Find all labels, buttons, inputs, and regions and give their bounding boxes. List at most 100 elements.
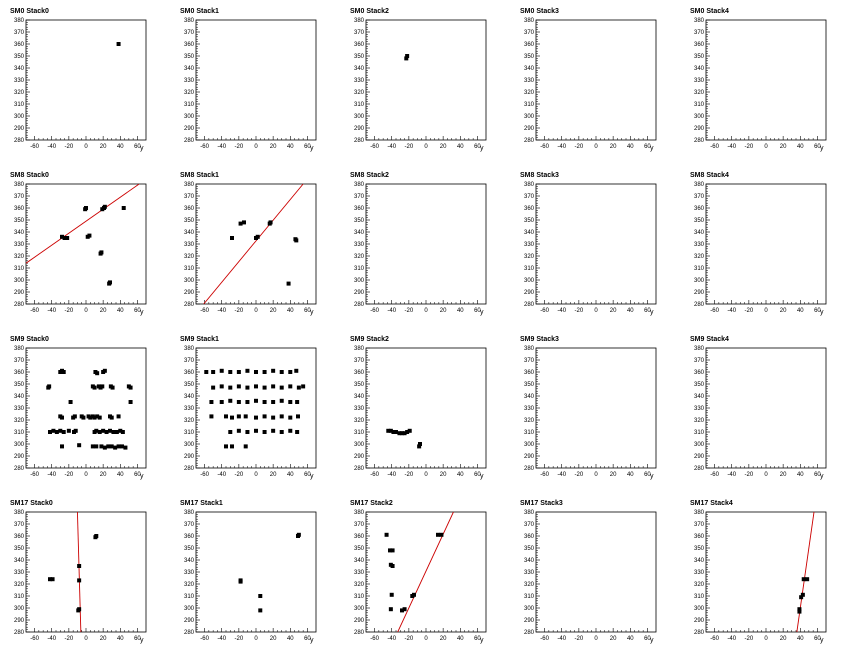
x-tick-label: 40 — [117, 144, 124, 150]
data-point — [94, 444, 99, 449]
x-tick-label: 20 — [610, 472, 617, 478]
data-point — [797, 607, 802, 612]
chart-panel-7: SM8 Stack2 280 290 300 310 320 330 340 350 360 370… — [350, 172, 487, 316]
y-tick-label: 340 — [184, 394, 195, 400]
y-tick-label: 370 — [184, 522, 195, 528]
x-tick-label: 0 — [84, 144, 88, 150]
data-point — [262, 385, 267, 390]
y-tick-label: 340 — [354, 66, 365, 72]
data-point — [72, 414, 77, 419]
y-tick-label: 330 — [184, 78, 195, 84]
plot-area — [46, 368, 133, 450]
x-axis-title: y — [650, 309, 654, 316]
y-tick-label: 330 — [354, 242, 365, 248]
x-tick-label: -60 — [710, 636, 719, 642]
data-point — [77, 443, 82, 448]
y-tick-label: 330 — [184, 242, 195, 248]
data-point — [107, 281, 112, 286]
panel-title: SM9 Stack3 — [520, 336, 559, 343]
data-point — [295, 430, 300, 434]
data-point — [391, 430, 396, 434]
y-tick-label: 360 — [524, 42, 535, 48]
data-point — [258, 608, 263, 613]
y-tick-label: 360 — [14, 534, 25, 540]
y-tick-label: 360 — [524, 206, 535, 212]
y-tick-label: 350 — [14, 218, 25, 224]
data-point — [386, 428, 391, 433]
x-tick-label: 0 — [594, 636, 598, 642]
y-tick-label: 320 — [14, 418, 25, 424]
data-point — [120, 430, 125, 434]
plot-frame — [705, 511, 827, 633]
x-axis-title: y — [310, 145, 314, 152]
y-tick-label: 310 — [184, 430, 195, 436]
y-tick-label: 290 — [14, 454, 25, 460]
y-tick-label: 290 — [524, 290, 535, 296]
y-tick-label: 300 — [184, 114, 195, 120]
data-point — [95, 371, 100, 376]
panel-title: SM17 Stack0 — [10, 500, 53, 507]
y-tick-label: 320 — [354, 418, 365, 424]
y-tick-label: 300 — [524, 114, 535, 120]
y-tick-label: 380 — [524, 510, 535, 516]
data-point — [279, 398, 284, 403]
data-point — [236, 414, 241, 419]
x-tick-label: 20 — [440, 308, 447, 314]
x-tick-label: 0 — [84, 636, 88, 642]
data-point — [245, 430, 250, 434]
y-tick-label: 350 — [694, 54, 705, 60]
y-tick-label: 330 — [354, 78, 365, 84]
data-point — [236, 370, 241, 374]
plot-frame — [705, 183, 827, 305]
x-tick-label: 0 — [594, 144, 598, 150]
y-tick-label: 300 — [694, 606, 705, 612]
data-point — [77, 578, 82, 583]
plot-area — [404, 54, 410, 61]
y-tick-label: 300 — [184, 606, 195, 612]
x-tick-label: 40 — [117, 308, 124, 314]
y-tick-label: 310 — [184, 594, 195, 600]
x-tick-label: -40 — [47, 472, 56, 478]
plot-area — [386, 428, 422, 449]
x-tick-label: -20 — [405, 144, 414, 150]
x-tick-label: 20 — [610, 144, 617, 150]
y-tick-label: 330 — [184, 570, 195, 576]
data-point — [90, 444, 95, 449]
x-tick-label: -40 — [557, 144, 566, 150]
y-tick-label: 320 — [14, 90, 25, 96]
data-point — [113, 445, 118, 450]
data-point — [120, 444, 124, 449]
data-point — [102, 445, 107, 450]
data-point — [288, 415, 293, 420]
y-tick-label: 310 — [524, 594, 535, 600]
data-point — [271, 368, 276, 373]
data-point — [797, 609, 802, 614]
data-point — [48, 577, 52, 582]
x-tick-label: 60 — [304, 472, 311, 478]
x-tick-label: 0 — [84, 308, 88, 314]
y-tick-label: 300 — [14, 442, 25, 448]
plot-frame — [705, 19, 827, 141]
y-tick-label: 350 — [14, 54, 25, 60]
y-tick-label: 360 — [184, 42, 195, 48]
data-point — [110, 385, 115, 390]
data-point — [279, 414, 284, 419]
x-tick-label: 20 — [780, 308, 787, 314]
x-axis-title: y — [140, 473, 144, 480]
data-point — [262, 370, 267, 374]
y-tick-label: 280 — [14, 302, 25, 308]
x-tick-label: 40 — [457, 472, 464, 478]
x-tick-label: 20 — [100, 308, 107, 314]
y-tick-label: 330 — [694, 242, 705, 248]
y-tick-label: 380 — [184, 510, 195, 516]
x-tick-label: -40 — [217, 308, 226, 314]
data-point — [262, 400, 267, 404]
x-tick-label: 20 — [100, 636, 107, 642]
data-point — [224, 414, 228, 419]
data-point — [254, 415, 258, 420]
data-point — [60, 444, 64, 449]
y-tick-label: 300 — [354, 114, 365, 120]
x-tick-label: -60 — [30, 472, 39, 478]
x-tick-label: 20 — [610, 636, 617, 642]
x-tick-label: 0 — [424, 636, 428, 642]
